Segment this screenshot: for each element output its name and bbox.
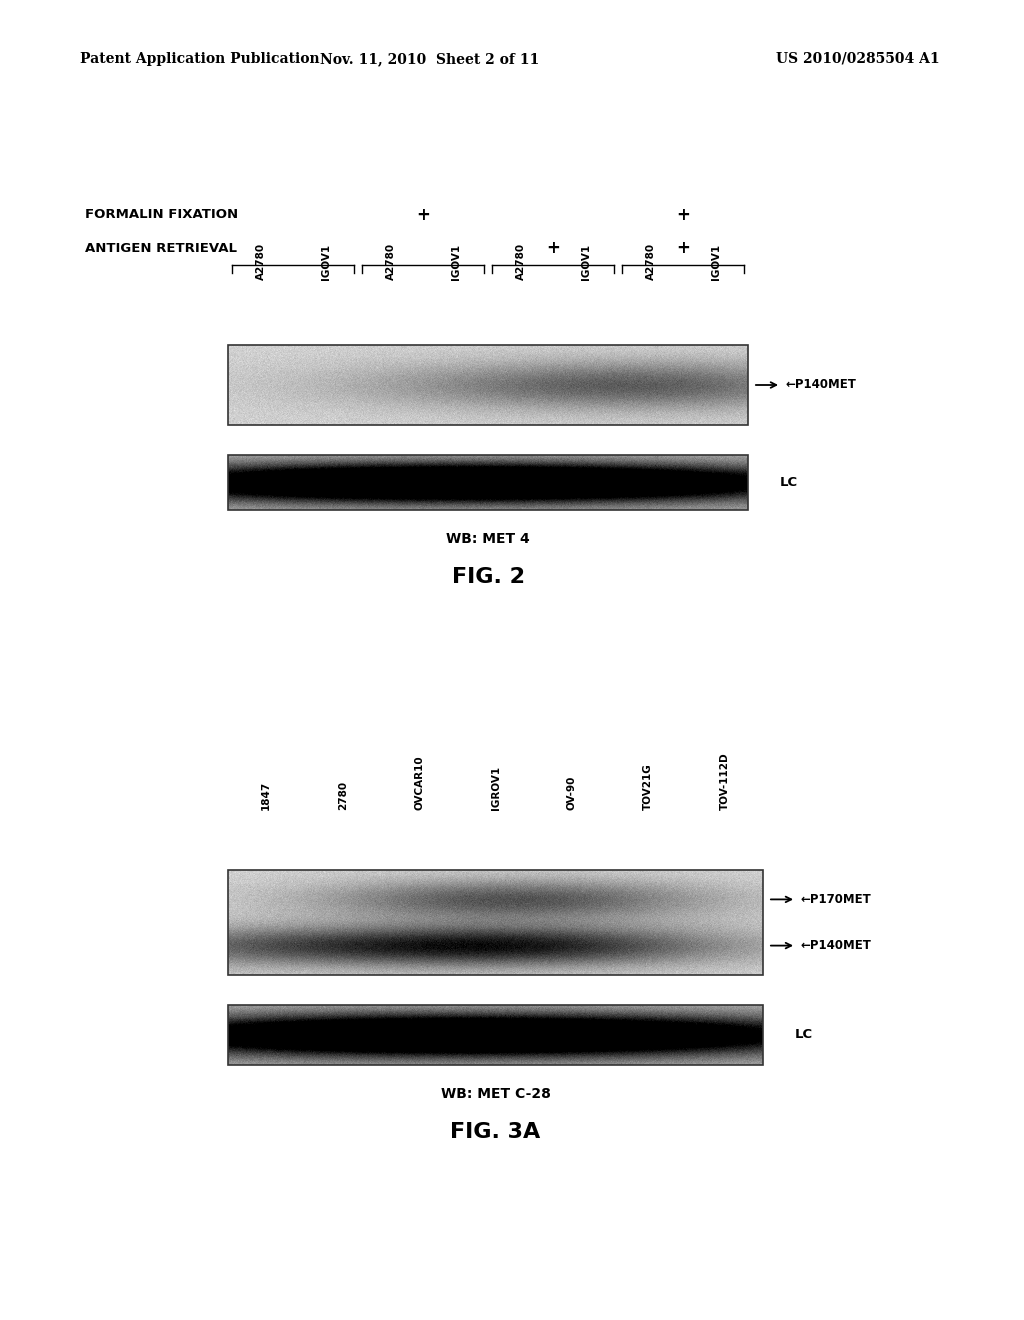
Text: ←P170MET: ←P170MET	[800, 892, 870, 906]
Text: LC: LC	[780, 477, 798, 488]
Text: OVCAR10: OVCAR10	[414, 755, 424, 810]
Text: WB: MET C-28: WB: MET C-28	[440, 1086, 551, 1101]
Text: Nov. 11, 2010  Sheet 2 of 11: Nov. 11, 2010 Sheet 2 of 11	[321, 51, 540, 66]
Bar	[228, 345, 748, 425]
Text: +: +	[676, 206, 690, 224]
Text: +: +	[416, 206, 430, 224]
Text: FORMALIN FIXATION: FORMALIN FIXATION	[85, 209, 239, 222]
Text: TOV21G: TOV21G	[643, 763, 653, 810]
Text: IGOV1: IGOV1	[711, 244, 721, 280]
Text: A2780: A2780	[256, 243, 265, 280]
Text: IGOV1: IGOV1	[321, 244, 331, 280]
Text: IGOV1: IGOV1	[451, 244, 461, 280]
Text: A2780: A2780	[645, 243, 655, 280]
Text: 2780: 2780	[338, 781, 347, 810]
Text: TOV-112D: TOV-112D	[720, 752, 730, 810]
Bar	[228, 1005, 763, 1065]
Text: +: +	[546, 239, 560, 257]
Text: Patent Application Publication: Patent Application Publication	[80, 51, 319, 66]
Bar	[228, 870, 763, 975]
Text: 1847: 1847	[261, 780, 271, 810]
Text: OV-90: OV-90	[567, 776, 577, 810]
Text: LC: LC	[795, 1028, 813, 1041]
Text: ←P140MET: ←P140MET	[800, 939, 870, 952]
Text: ANTIGEN RETRIEVAL: ANTIGEN RETRIEVAL	[85, 242, 237, 255]
Text: FIG. 3A: FIG. 3A	[451, 1122, 541, 1142]
Text: IGROV1: IGROV1	[490, 766, 501, 810]
Text: US 2010/0285504 A1: US 2010/0285504 A1	[776, 51, 940, 66]
Text: FIG. 2: FIG. 2	[452, 568, 524, 587]
Text: ←P140MET: ←P140MET	[785, 379, 856, 392]
Bar	[228, 455, 748, 510]
Text: +: +	[676, 239, 690, 257]
Text: A2780: A2780	[515, 243, 525, 280]
Text: A2780: A2780	[385, 243, 395, 280]
Text: WB: MET 4: WB: MET 4	[446, 532, 529, 546]
Text: IGOV1: IGOV1	[581, 244, 591, 280]
